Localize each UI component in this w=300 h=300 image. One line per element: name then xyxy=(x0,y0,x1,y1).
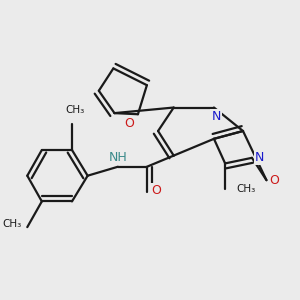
Text: CH₃: CH₃ xyxy=(66,105,85,116)
Text: O: O xyxy=(124,117,134,130)
Text: CH₃: CH₃ xyxy=(2,219,22,229)
Text: O: O xyxy=(151,184,161,197)
Text: NH: NH xyxy=(108,151,127,164)
Text: CH₃: CH₃ xyxy=(236,184,256,194)
Text: N: N xyxy=(255,151,265,164)
Text: N: N xyxy=(212,110,221,123)
Text: O: O xyxy=(269,174,279,187)
